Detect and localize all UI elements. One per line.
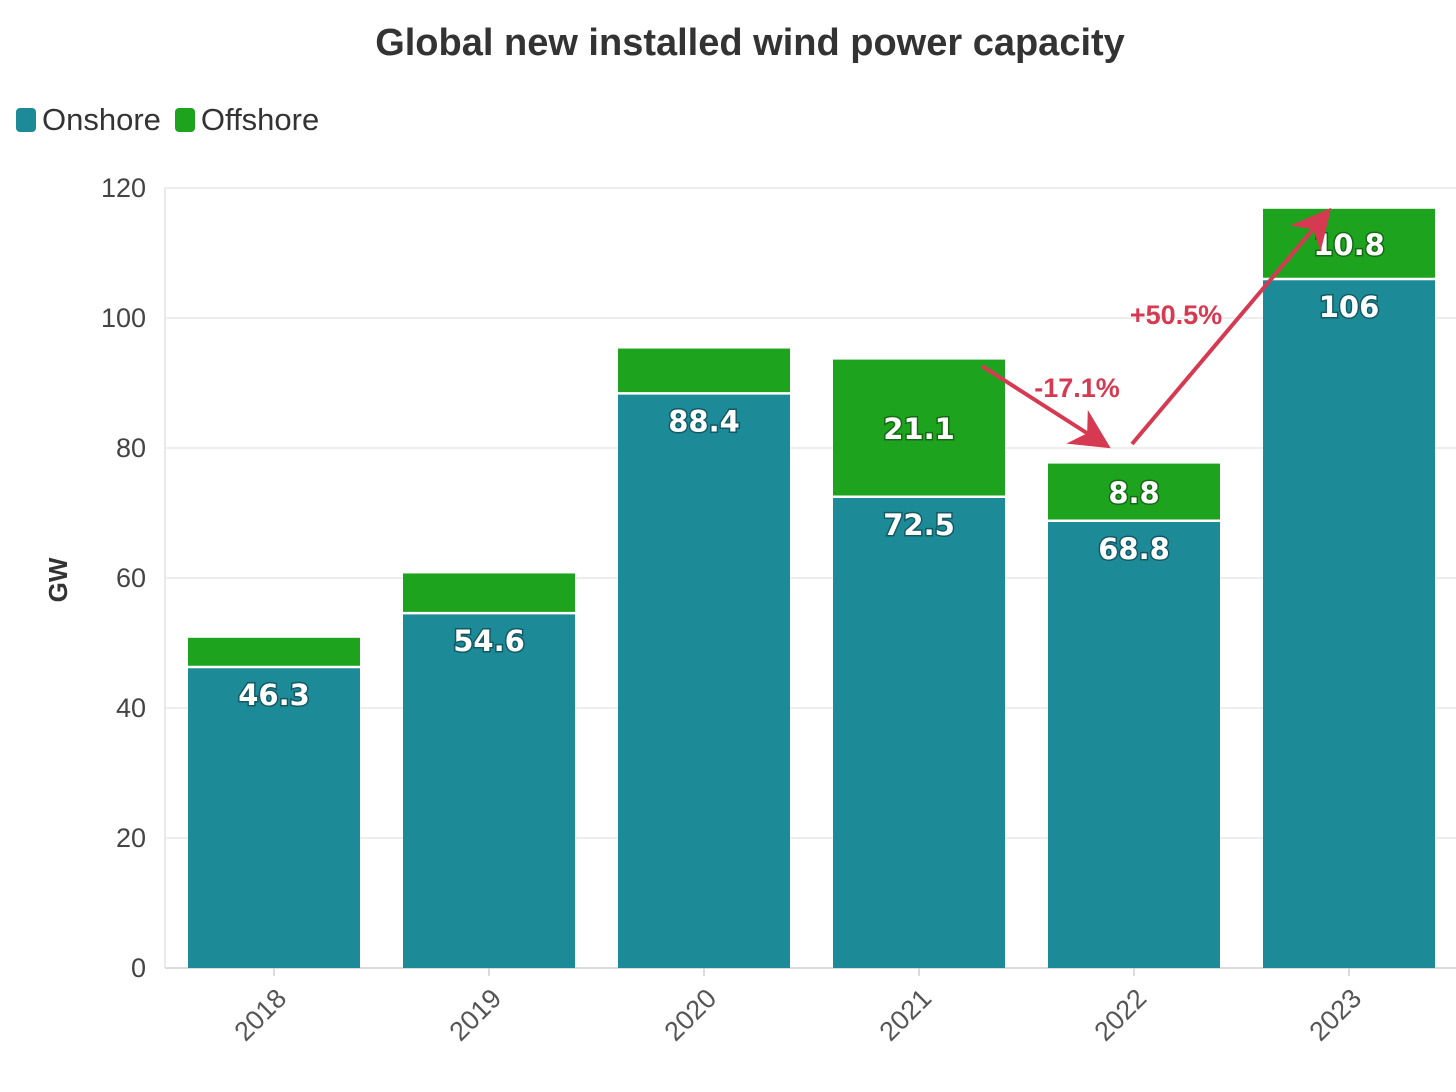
- arrow-increase: [1130, 207, 1332, 446]
- legend-label-onshore: Onshore: [42, 102, 161, 137]
- data-label-onshore-2021: 72.5: [883, 508, 955, 542]
- y-tick-label: 20: [116, 823, 146, 853]
- x-tick-label: 2020: [659, 983, 723, 1047]
- data-label-onshore-2023: 106: [1319, 290, 1380, 324]
- bar-offshore-2020[interactable]: [618, 348, 790, 394]
- chart-title: Global new installed wind power capacity: [375, 22, 1125, 64]
- x-tick-label: 2018: [229, 983, 293, 1047]
- bar-onshore-2019[interactable]: [403, 613, 575, 968]
- bar-onshore-2020[interactable]: [618, 393, 790, 968]
- y-tick-label: 100: [101, 303, 146, 333]
- legend-swatch-offshore: [174, 108, 195, 132]
- bar-onshore-2023[interactable]: [1263, 279, 1435, 968]
- data-label-onshore-2022: 68.8: [1098, 532, 1170, 566]
- bar-onshore-2022[interactable]: [1048, 520, 1220, 968]
- data-label-offshore-2022: 8.8: [1108, 476, 1159, 510]
- legend: Onshore Offshore: [16, 102, 333, 138]
- bar-onshore-2021[interactable]: [833, 496, 1005, 968]
- bar-onshore-2018[interactable]: [188, 667, 360, 968]
- data-label-onshore-2020: 88.4: [668, 404, 740, 438]
- data-label-onshore-2019: 54.6: [453, 624, 525, 658]
- y-tick-label: 40: [116, 693, 146, 723]
- y-tick-label: 120: [101, 173, 146, 203]
- x-tick-label: 2021: [874, 983, 938, 1047]
- annotation-decrease-label: -17.1%: [1034, 373, 1120, 403]
- x-tick-label: 2019: [444, 983, 508, 1047]
- annotations: -17.1% +50.5%: [980, 207, 1332, 449]
- y-tick-label: 80: [116, 433, 146, 463]
- bar-offshore-2022[interactable]: [1048, 463, 1220, 521]
- data-label-onshore-2018: 46.3: [238, 678, 310, 712]
- legend-swatch-onshore: [16, 108, 36, 132]
- bar-offshore-2018[interactable]: [188, 637, 360, 668]
- data-label-offshore-2021: 21.1: [883, 412, 955, 446]
- arrow-decrease: [980, 364, 1111, 449]
- legend-item-onshore[interactable]: Onshore: [16, 102, 161, 138]
- bar-offshore-2021[interactable]: [833, 359, 1005, 497]
- x-axis-ticks: 2018 2019 2020 2021 2022 2023: [229, 968, 1368, 1047]
- y-tick-label: 0: [131, 953, 146, 983]
- y-tick-label: 60: [116, 563, 146, 593]
- y-axis-ticks: 0 20 40 60 80 100 120: [101, 173, 146, 983]
- legend-label-offshore: Offshore: [200, 102, 320, 137]
- annotation-increase-label: +50.5%: [1130, 300, 1222, 330]
- x-tick-label: 2022: [1089, 983, 1153, 1047]
- y-axis-title: GW: [43, 557, 73, 602]
- legend-item-offshore[interactable]: Offshore: [174, 102, 320, 138]
- bar-offshore-2019[interactable]: [403, 573, 575, 614]
- bars: [188, 208, 1435, 968]
- x-tick-label: 2023: [1304, 983, 1368, 1047]
- data-label-offshore-2023: 10.8: [1313, 228, 1385, 262]
